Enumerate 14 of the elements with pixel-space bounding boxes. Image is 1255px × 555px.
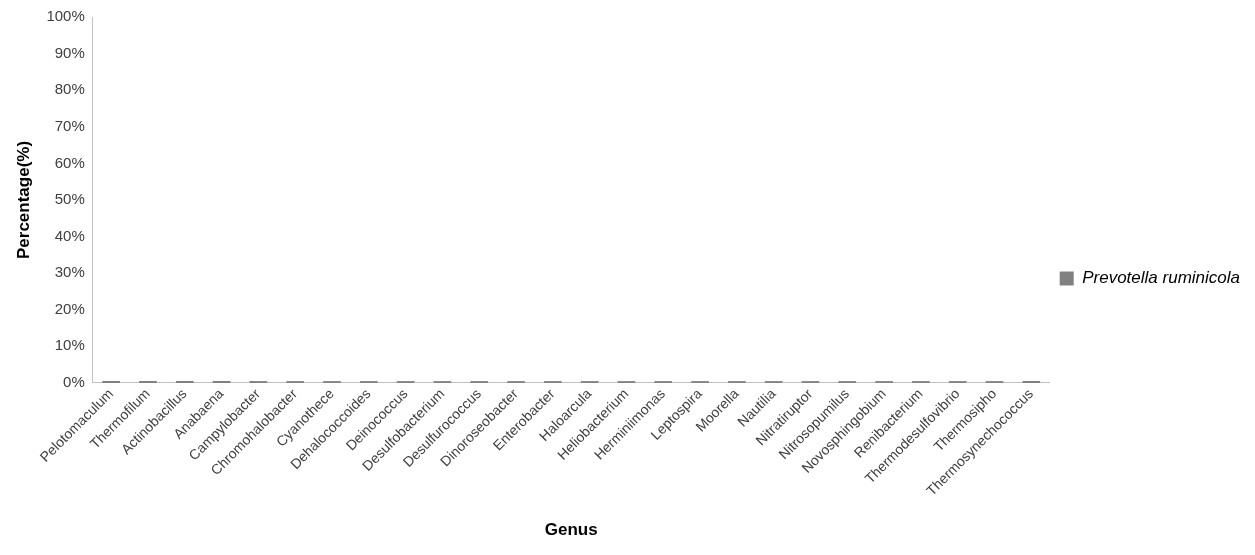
y-tick-label: 80% bbox=[54, 80, 85, 98]
y-tick-label: 40% bbox=[54, 226, 85, 244]
x-axis-title: Genus bbox=[544, 520, 598, 540]
y-tick-label: 100% bbox=[46, 7, 85, 25]
y-tick-label: 30% bbox=[54, 263, 85, 281]
legend-label: Prevotella ruminicola bbox=[1082, 268, 1241, 288]
y-tick-label: 10% bbox=[54, 336, 85, 354]
y-tick-label: 50% bbox=[54, 190, 85, 208]
y-tick-label: 60% bbox=[54, 153, 85, 171]
y-tick-label: 0% bbox=[63, 373, 85, 391]
y-tick-label: 20% bbox=[54, 299, 85, 317]
y-tick-label: 90% bbox=[54, 43, 85, 61]
y-tick-label: 70% bbox=[54, 116, 85, 134]
y-axis-title: Percentage(%) bbox=[13, 140, 33, 260]
